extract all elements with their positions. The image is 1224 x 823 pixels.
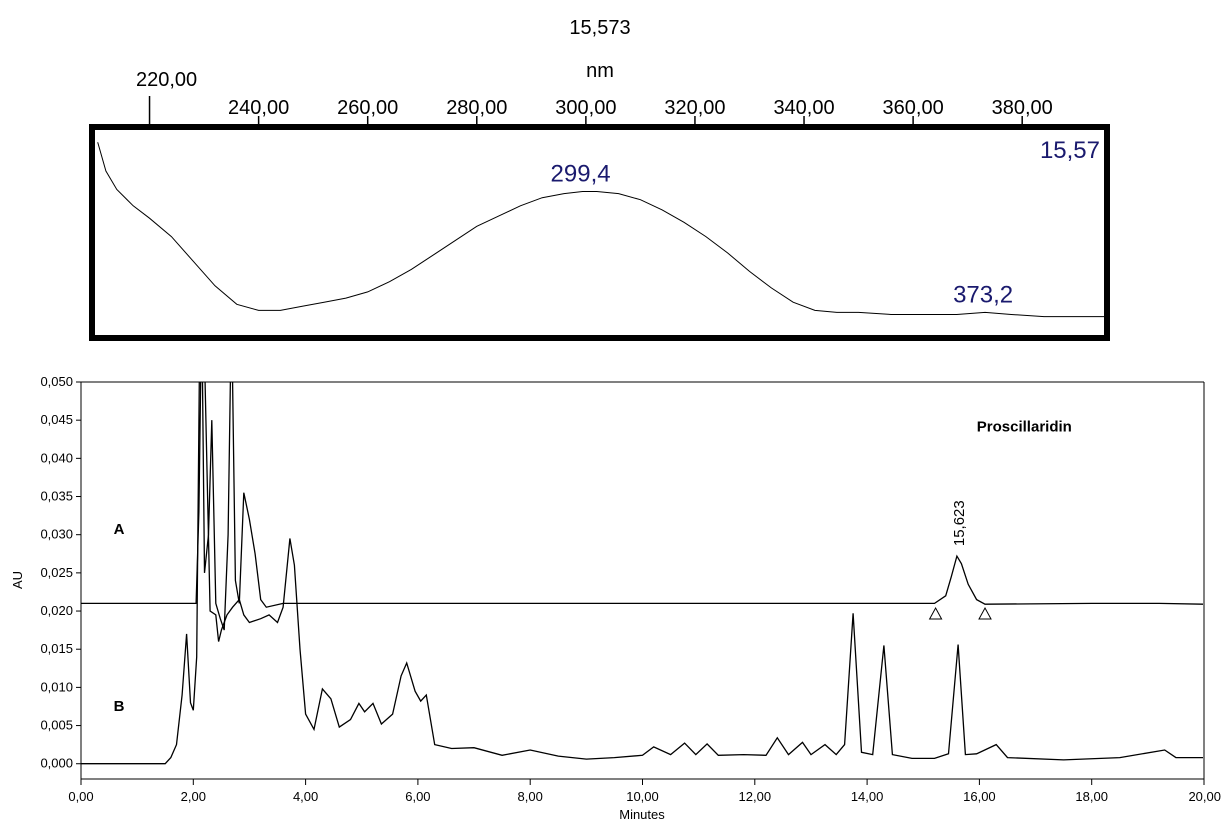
spectrum-peak-label-299-4: 299,4 — [551, 161, 611, 188]
chromatogram-x-tick-8-00: 8,00 — [518, 789, 543, 804]
peak-retention-label: 15,623 — [951, 500, 968, 546]
chromatogram-y-tick-0-035: 0,035 — [40, 489, 73, 504]
spectrum-x-tick-280-00: 280,00 — [446, 97, 507, 119]
spectrum-peak-labels: 299,4 373,2 — [551, 161, 1014, 309]
compound-label: Proscillaridin — [977, 419, 1072, 436]
series-label-a: A — [114, 521, 125, 538]
chromatogram-x-tick-16-00: 16,00 — [963, 789, 996, 804]
integration-mark-start — [928, 606, 943, 620]
chromatogram-y-tick-0-020: 0,020 — [40, 603, 73, 618]
chromatogram-y-tick-0-005: 0,005 — [40, 718, 73, 733]
chromatogram-panel: 0,000 0,005 0,010 0,015 0,020 0,025 0,030 0,035… — [10, 374, 1221, 822]
chromatogram-annotations: Proscillaridin 15,623 A B — [114, 419, 1072, 715]
integration-mark-end — [978, 606, 992, 620]
chromatogram-y-tick-0-025: 0,025 — [40, 565, 73, 580]
chromatogram-x-ticks: 0,00 2,00 4,00 6,00 8,00 10,00 12,00 14,00 16,00… — [68, 779, 1221, 804]
chromatogram-y-tick-0-010: 0,010 — [40, 679, 73, 694]
spectrum-title: 15,573 — [569, 17, 630, 39]
chromatogram-x-tick-4-00: 4,00 — [293, 789, 318, 804]
spectrum-retention-label: 15,57 — [1040, 137, 1100, 164]
chromatogram-x-axis-label: Minutes — [619, 807, 665, 822]
chromatogram-x-tick-2-00: 2,00 — [181, 789, 206, 804]
chromatogram-y-axis-label: AU — [10, 571, 25, 589]
chromatogram-y-tick-0-030: 0,030 — [40, 527, 73, 542]
integration-marks — [928, 606, 992, 620]
chromatogram-x-tick-14-00: 14,00 — [851, 789, 884, 804]
spectrum-frame — [89, 124, 1110, 341]
chromatogram-y-tick-0-045: 0,045 — [40, 412, 73, 427]
chromatogram-trace-a — [81, 382, 1203, 631]
chromatogram-x-tick-6-00: 6,00 — [405, 789, 430, 804]
spectrum-x-tick-380-00: 380,00 — [992, 97, 1053, 119]
series-label-b: B — [114, 698, 125, 715]
spectrum-peak-label-373-2: 373,2 — [953, 281, 1013, 308]
spectrum-trace — [97, 142, 1104, 318]
chromatogram-y-tick-0-000: 0,000 — [40, 756, 73, 771]
chromatogram-x-tick-18-00: 18,00 — [1075, 789, 1108, 804]
uv-spectrum-panel: 15,573 nm 220,00 240,00 260,00 280,00 300,00… — [89, 17, 1110, 341]
spectrum-x-tick-220-00: 220,00 — [136, 69, 197, 91]
spectrum-x-tick-360-00: 360,00 — [883, 97, 944, 119]
chromatogram-y-tick-0-050: 0,050 — [40, 374, 73, 389]
chromatogram-trace-b — [81, 382, 1203, 765]
spectrum-x-axis-label: nm — [586, 60, 614, 82]
spectrum-x-ticks: 220,00 240,00 260,00 280,00 300,00 320,00 340,… — [136, 69, 1053, 124]
chromatogram-x-tick-20-00: 20,00 — [1188, 789, 1221, 804]
spectrum-x-tick-240-00: 240,00 — [228, 97, 289, 119]
chromatogram-y-ticks: 0,000 0,005 0,010 0,015 0,020 0,025 0,030 0,035… — [40, 374, 81, 771]
chromatogram-y-tick-0-040: 0,040 — [40, 450, 73, 465]
chromatogram-traces — [81, 382, 1203, 765]
chromatogram-x-tick-10-00: 10,00 — [626, 789, 659, 804]
spectrum-x-tick-260-00: 260,00 — [337, 97, 398, 119]
chromatogram-x-tick-12-00: 12,00 — [739, 789, 772, 804]
spectrum-x-tick-300-00: 300,00 — [555, 97, 616, 119]
chromatogram-x-tick-0-00: 0,00 — [68, 789, 93, 804]
spectrum-x-tick-320-00: 320,00 — [664, 97, 725, 119]
chromatogram-y-tick-0-015: 0,015 — [40, 641, 73, 656]
spectrum-x-tick-340-00: 340,00 — [773, 97, 834, 119]
